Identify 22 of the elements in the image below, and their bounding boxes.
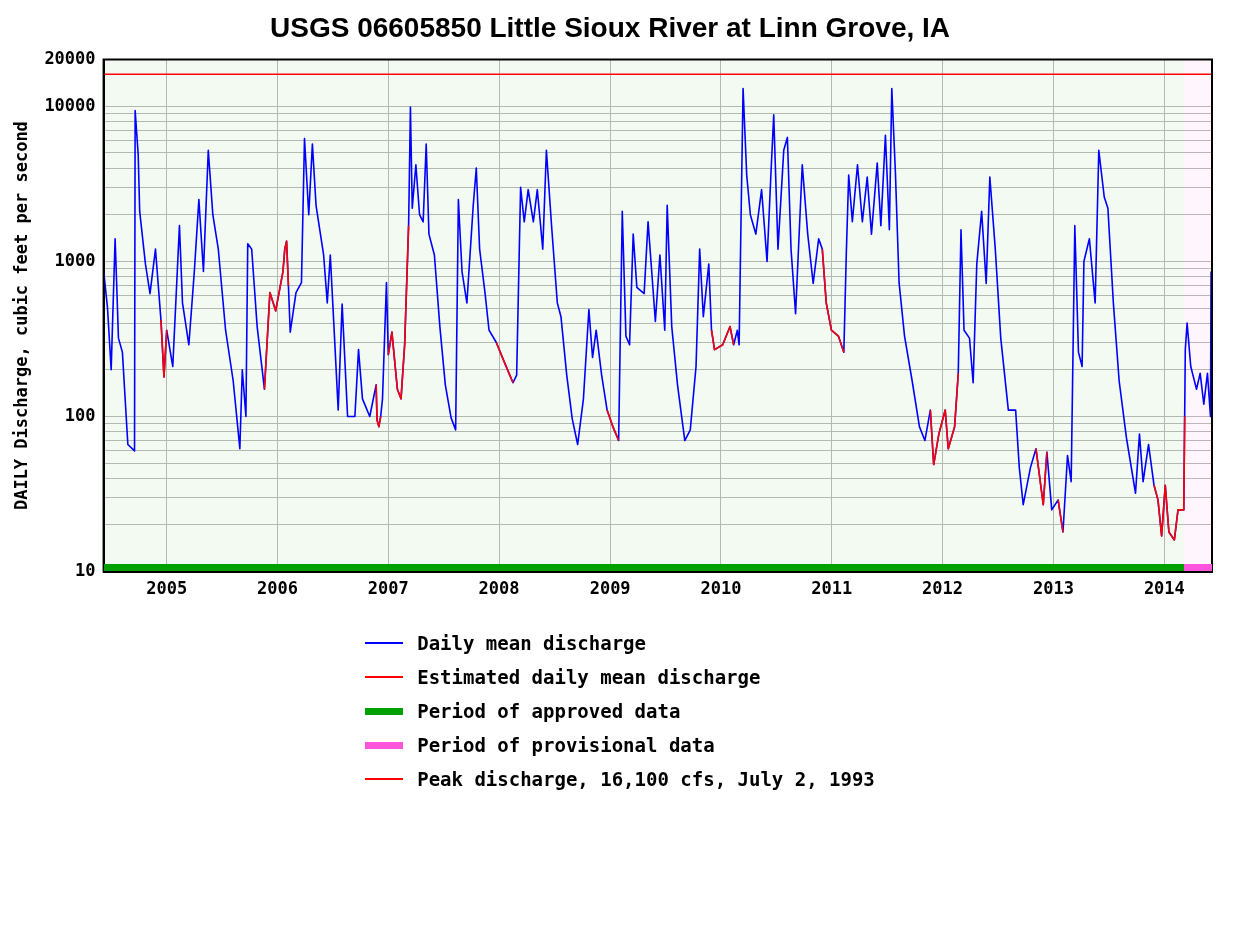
legend-label: Estimated daily mean discharge — [417, 666, 761, 688]
chart-title: USGS 06605850 Little Sioux River at Linn Grove, IA — [269, 11, 951, 43]
legend-label: Daily mean discharge — [417, 632, 646, 654]
y-tick-label: 10 — [75, 560, 96, 581]
y-tick-label: 1000 — [54, 249, 96, 270]
y-axis-title: DAILY Discharge, cubic feet per second — [10, 121, 31, 511]
x-tick-label: 2010 — [700, 578, 742, 599]
y-tick-label: 20000 — [44, 48, 96, 69]
x-tick-label: 2006 — [257, 578, 298, 599]
legend-label: Period of approved data — [417, 700, 681, 722]
x-tick-label: 2014 — [1143, 578, 1185, 599]
y-tick-label: 100 — [64, 404, 96, 425]
x-tick-label: 2005 — [146, 578, 188, 599]
x-tick-label: 2012 — [922, 578, 963, 599]
legend-label: Period of provisional data — [417, 734, 715, 756]
x-tick-label: 2013 — [1033, 578, 1075, 599]
y-tick-label: 10000 — [44, 94, 96, 115]
x-tick-label: 2007 — [367, 578, 409, 599]
x-tick-label: 2011 — [811, 578, 853, 599]
legend-label: Peak discharge, 16,100 cfs, July 2, 1993 — [417, 768, 875, 790]
x-tick-label: 2009 — [589, 578, 631, 599]
x-tick-label: 2008 — [478, 578, 520, 599]
